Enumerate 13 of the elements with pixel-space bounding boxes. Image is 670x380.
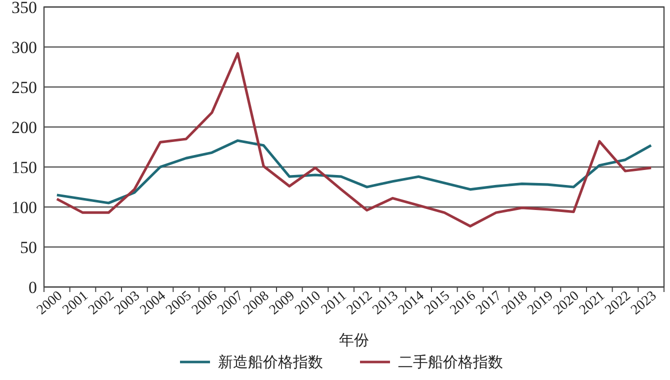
y-tick-label: 250 xyxy=(12,78,37,97)
y-tick-label: 100 xyxy=(12,198,37,217)
legend-label: 新造船价格指数 xyxy=(218,353,323,371)
y-tick-label: 300 xyxy=(12,38,37,57)
line-series xyxy=(56,52,652,228)
y-tick-label: 200 xyxy=(12,118,37,137)
y-tick-label: 350 xyxy=(12,0,37,17)
line-series xyxy=(56,139,652,204)
y-tick-label: 0 xyxy=(28,278,37,297)
legend-label: 二手船价格指数 xyxy=(398,353,503,371)
y-tick-label: 50 xyxy=(20,238,37,257)
x-axis-title: 年份 xyxy=(339,331,369,349)
y-tick-label: 150 xyxy=(12,158,37,177)
